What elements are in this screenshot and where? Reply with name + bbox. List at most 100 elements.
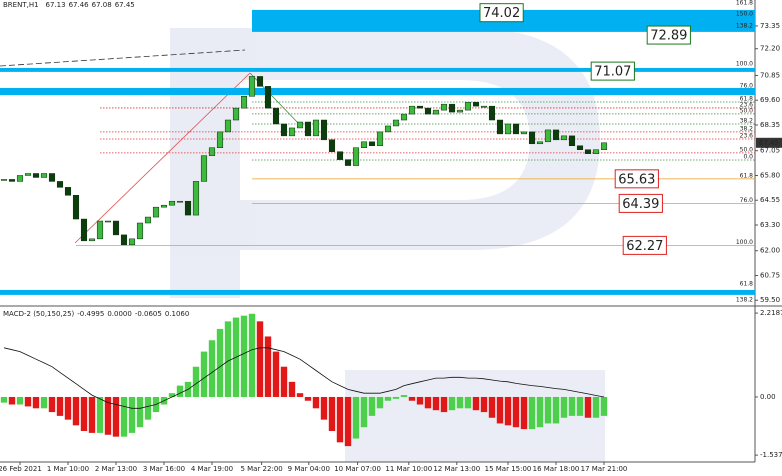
macd-bar [256,321,264,397]
fib-zone [0,67,755,72]
candle-body [112,220,120,236]
candle-body [104,220,112,223]
macd-bar [280,366,288,397]
macd-bar [320,396,328,420]
candle-body [416,105,424,109]
candle-body [240,96,248,109]
symbol: BRENT,H1 [3,1,39,9]
candle-body [248,76,256,97]
macd-bar [456,396,464,409]
candle-body [232,107,240,121]
macd-bar [24,396,32,407]
candle-body [120,234,128,246]
fib-level-label: 50.0 [740,107,754,114]
x-tick-label: 17 Mar 21:00 [581,465,628,473]
candle-body [256,76,264,87]
price-label: 71.07 [590,61,635,81]
candle-body [432,109,440,115]
macd-bar [88,396,96,433]
y-tick-label: 63.30 [760,221,780,229]
fib-level-label: 0.0 [743,154,753,161]
candle-body [96,220,104,240]
candle-body [40,173,48,178]
candle-body [64,187,72,196]
x-tick-label: 9 Mar 04:00 [288,465,330,473]
price-label: 72.89 [646,25,691,45]
macd-bar [344,396,352,447]
header-value: 67.13 [46,1,66,9]
macd-bar [16,396,24,405]
y-tick-label: 69.60 [760,96,780,104]
macd-header-value: -0.4995 [77,310,104,318]
candle-body [288,127,296,137]
macd-bar [520,396,528,430]
macd-bar [480,396,488,413]
x-tick-label: 10 Mar 07:00 [334,465,381,473]
macd-bar [376,396,384,409]
y-tick-label: 68.35 [760,121,780,129]
fib-level-label: 76.0 [740,197,754,204]
macd-bar [272,351,280,397]
macd-bar [208,340,216,397]
y-tick-label: 70.85 [760,71,780,79]
candle-body [56,181,64,188]
y-tick-label: 60.75 [760,271,780,279]
candle-body [400,113,408,121]
macd-bar [448,396,456,411]
fib-level-label: 61.8 [740,280,754,287]
candle-body [208,147,216,156]
candle-body [176,200,184,203]
x-tick-label: 26 Feb 2021 [0,465,42,473]
macd-bar [32,396,40,409]
macd-bar [472,396,480,411]
macd-bar [192,366,200,397]
x-tick-label: 3 Mar 16:00 [143,465,185,473]
candle-body [136,222,144,240]
macd-bar [296,393,304,397]
macd-bar [312,396,320,409]
current-price-label: 67.45 [759,139,779,147]
macd-bar [432,396,440,411]
macd-bar [464,396,472,409]
macd-y-tick-label: -1.5378 [760,451,782,459]
macd-bar [136,396,144,428]
macd-bar [48,396,56,413]
macd-header-value: 0.1060 [165,310,190,318]
candle-body [152,206,160,218]
candle-body [352,147,360,166]
candle-body [320,119,328,141]
header-value: 67.45 [115,1,135,9]
macd-bar [400,395,408,397]
macd-signal-line [3,347,605,409]
macd-bar [576,396,584,416]
macd-bar [56,396,64,416]
x-tick-label: 2 Mar 13:00 [95,465,137,473]
header-value: 67.46 [69,1,90,9]
y-tick-label: 64.55 [760,196,780,204]
candle-body [592,149,600,154]
candle-body [392,119,400,127]
price-label-text: 71.07 [594,65,631,80]
macd-bar [176,385,184,397]
candle-body [16,175,24,182]
candle-body [520,131,528,135]
macd-header-value: 0.0000 [107,310,132,318]
macd-bar [40,396,48,409]
macd-bar [504,396,512,426]
macd-bar [328,396,336,431]
price-label: 64.39 [618,193,663,213]
price-label-text: 74.02 [483,6,520,21]
candle-body [168,200,176,206]
candle-body [304,121,312,137]
macd-bar [488,396,496,418]
candle-body [328,139,336,152]
x-tick-label: 16 Mar 18:00 [533,465,580,473]
fib-level-label: 138.2 [736,22,753,29]
macd-bar [336,396,344,443]
trend-line [74,72,251,244]
price-label-box [622,235,667,255]
fib-level-label: 138.2 [736,297,753,304]
macd-bar [72,396,80,426]
y-tick-label: 59.50 [760,296,780,304]
